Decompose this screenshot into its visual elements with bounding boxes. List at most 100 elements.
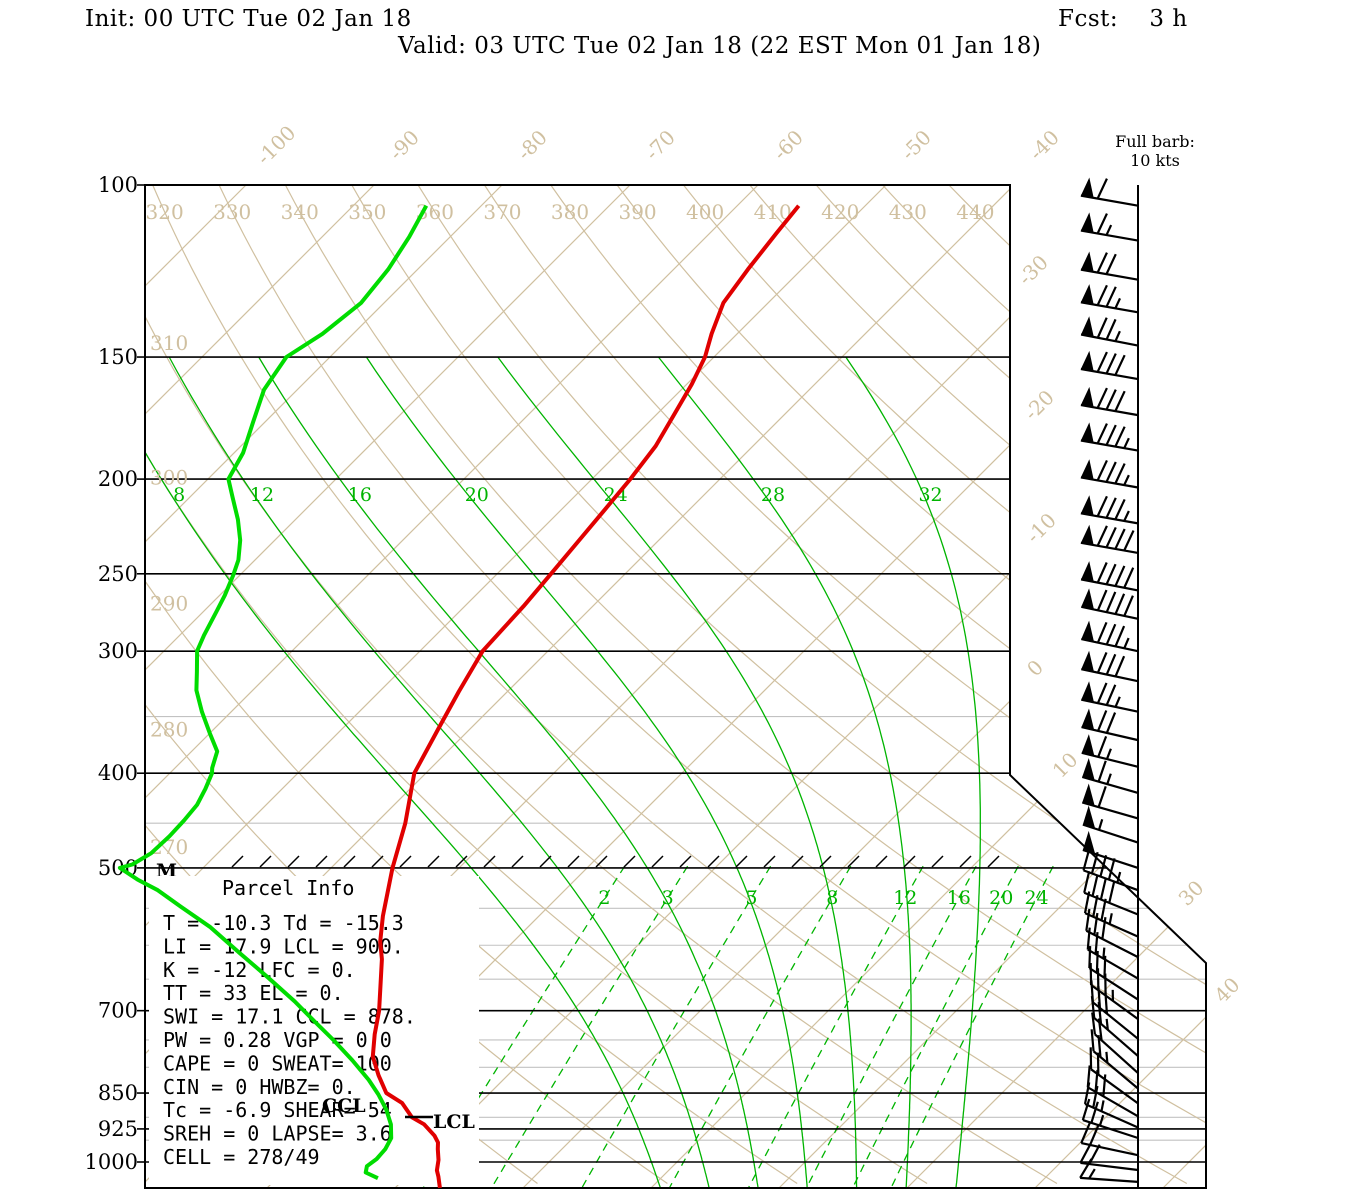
svg-text:-70: -70 bbox=[640, 125, 680, 165]
wind-barb bbox=[1080, 177, 1139, 207]
wind-barb bbox=[1080, 350, 1139, 381]
parcel-info-row: SWI = 17.1 CCL = 878. bbox=[163, 1005, 416, 1029]
parcel-info-row: T = -10.3 Td = -15.3 bbox=[163, 911, 404, 935]
svg-text:290: 290 bbox=[150, 592, 188, 616]
svg-text:8: 8 bbox=[173, 484, 185, 506]
svg-text:-50: -50 bbox=[896, 125, 936, 165]
isotherm-margin-label: 40 bbox=[1210, 973, 1245, 1008]
svg-text:390: 390 bbox=[618, 200, 656, 224]
svg-text:400: 400 bbox=[686, 200, 724, 224]
svg-text:28: 28 bbox=[761, 484, 785, 506]
svg-text:-60: -60 bbox=[768, 125, 808, 165]
isotherm-margin-label: -10 bbox=[1021, 508, 1061, 548]
ccl-marker-label: CCL bbox=[322, 1095, 366, 1117]
wind-barb bbox=[1081, 734, 1139, 768]
wind-barb bbox=[1082, 830, 1139, 869]
valid-time-label: Valid: 03 UTC Tue 02 Jan 18 (22 EST Mon … bbox=[398, 33, 1042, 59]
mixing-ratio-lines bbox=[422, 865, 1054, 1188]
wind-barb bbox=[1090, 995, 1139, 1057]
wind-barb bbox=[1081, 681, 1139, 713]
svg-text:280: 280 bbox=[150, 718, 188, 742]
wind-barb bbox=[1080, 386, 1139, 417]
svg-text:150: 150 bbox=[98, 345, 138, 369]
wind-barb bbox=[1080, 316, 1139, 347]
svg-text:12: 12 bbox=[250, 484, 274, 506]
svg-text:-40: -40 bbox=[1024, 125, 1064, 165]
wind-barb bbox=[1082, 848, 1139, 892]
svg-text:-100: -100 bbox=[252, 121, 301, 170]
parcel-info-row: PW = 0.28 VGP = 0.0 bbox=[163, 1028, 392, 1052]
wind-barb bbox=[1080, 422, 1139, 452]
dewpoint-curve bbox=[117, 204, 429, 1181]
svg-text:20: 20 bbox=[465, 484, 489, 506]
svg-text:1000: 1000 bbox=[85, 1150, 138, 1174]
parcel-info-row: TT = 33 EL = 0. bbox=[163, 981, 344, 1005]
wind-barb bbox=[1081, 708, 1139, 742]
mixing-ratio-label: 5 bbox=[745, 887, 757, 909]
wind-barb bbox=[1081, 650, 1139, 683]
wind-barb bbox=[1080, 459, 1139, 489]
wind-barb bbox=[1081, 758, 1139, 794]
wind-barb bbox=[1080, 251, 1139, 281]
wind-barb bbox=[1081, 588, 1139, 620]
svg-text:100: 100 bbox=[98, 173, 138, 197]
svg-text:300: 300 bbox=[98, 639, 138, 663]
wind-barb bbox=[1085, 908, 1139, 959]
barb-legend-line2: 10 kts bbox=[1130, 151, 1180, 170]
isotherm-margin-label: 0 bbox=[1022, 655, 1048, 681]
wind-barb bbox=[1086, 927, 1139, 980]
mixing-ratio-label: 20 bbox=[989, 887, 1013, 909]
wind-barb bbox=[1080, 561, 1139, 592]
mixing-ratio-label: 12 bbox=[893, 887, 917, 909]
svg-text:250: 250 bbox=[98, 562, 138, 586]
parcel-info-row: CELL = 278/49 bbox=[163, 1145, 320, 1169]
barb-legend-line1: Full barb: bbox=[1115, 132, 1195, 151]
svg-text:440: 440 bbox=[956, 200, 994, 224]
svg-text:-80: -80 bbox=[512, 125, 552, 165]
wind-barb bbox=[1081, 620, 1139, 653]
init-time-label: Init: 00 UTC Tue 02 Jan 18 bbox=[85, 6, 412, 32]
moist-adiabat-labels: 8 12 16 20 24 28 322 3 5 8 12 16 20 24 bbox=[173, 484, 1049, 909]
svg-text:32: 32 bbox=[918, 484, 942, 506]
parcel-info-panel bbox=[149, 876, 479, 1185]
wind-barb bbox=[1080, 212, 1139, 242]
svg-text:370: 370 bbox=[483, 200, 521, 224]
mixing-ratio-label: 16 bbox=[947, 887, 971, 909]
wind-barb bbox=[1081, 783, 1139, 820]
wind-barb bbox=[1079, 1158, 1139, 1183]
mixing-ratio-label: 2 bbox=[598, 887, 610, 909]
parcel-info-row: SREH = 0 LAPSE= 3.6 bbox=[163, 1122, 392, 1146]
svg-text:430: 430 bbox=[889, 200, 927, 224]
svg-text:320: 320 bbox=[146, 200, 184, 224]
isotherm-margin-label: 30 bbox=[1174, 876, 1209, 911]
svg-text:330: 330 bbox=[213, 200, 251, 224]
wind-barb bbox=[1091, 1012, 1139, 1074]
level-500-hatch-ticks bbox=[231, 855, 1000, 868]
svg-text:-90: -90 bbox=[384, 125, 424, 165]
mixing-ratio-label: 3 bbox=[662, 887, 674, 909]
wind-barb bbox=[1079, 1142, 1139, 1172]
wind-barb bbox=[1090, 980, 1139, 1040]
svg-text:300: 300 bbox=[150, 466, 188, 490]
parcel-info-row: CIN = 0 HWBZ= 0. bbox=[163, 1075, 356, 1099]
parcel-info-title: Parcel Info bbox=[222, 876, 354, 900]
isotherm-margin-label: -30 bbox=[1013, 250, 1053, 290]
isotherm-margin-label: 10 bbox=[1048, 748, 1083, 783]
parcel-info-row: LI = 17.9 LCL = 900. bbox=[163, 934, 404, 958]
svg-text:925: 925 bbox=[98, 1117, 138, 1141]
forecast-hour-label: Fcst: 3 h bbox=[1058, 6, 1188, 32]
wind-barb bbox=[1081, 1098, 1139, 1140]
svg-text:350: 350 bbox=[348, 200, 386, 224]
svg-text:420: 420 bbox=[821, 200, 859, 224]
mixing-ratio-label: 24 bbox=[1024, 887, 1048, 909]
wind-barb bbox=[1082, 805, 1139, 844]
temperature-curve bbox=[370, 204, 801, 1189]
lcl-marker-label: LCL bbox=[433, 1111, 475, 1133]
wind-barbs bbox=[1079, 177, 1139, 1183]
wind-barb bbox=[1083, 1082, 1139, 1129]
svg-text:310: 310 bbox=[150, 331, 188, 355]
